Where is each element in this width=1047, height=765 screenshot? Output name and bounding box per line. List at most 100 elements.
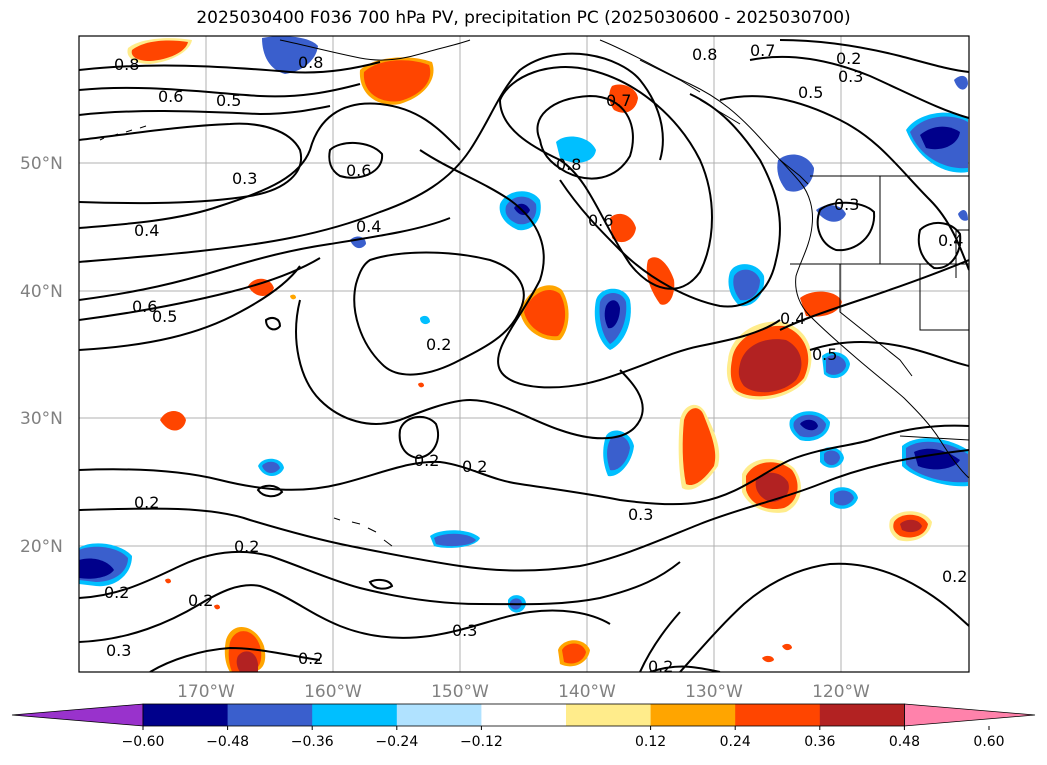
precip-blob-positive	[900, 519, 922, 533]
lon-label: 160°W	[304, 682, 362, 702]
colorbar: −0.60 −0.48 −0.36 −0.24 −0.12 0.12 0.24 0.36 0.4…	[11, 703, 1036, 750]
precip-blob-positive	[682, 408, 716, 486]
contour-label: 0.6	[158, 87, 183, 106]
state-borders	[790, 175, 969, 441]
lon-label: 170°W	[177, 682, 235, 702]
colorbar-segment	[819, 704, 905, 726]
coastline-islands	[639, 59, 741, 125]
contour-label: 0.6	[346, 161, 371, 180]
pv-contour	[917, 222, 962, 270]
coastline-aleutians	[99, 125, 147, 141]
contour-label: 0.2	[234, 537, 259, 556]
precip-blob-negative	[733, 269, 760, 301]
contour-label: 0.2	[414, 451, 439, 470]
pv-contour	[256, 484, 284, 498]
pv-contour	[79, 550, 681, 606]
contour-label: 0.5	[798, 83, 823, 102]
colorbar-tick-label: 0.24	[720, 734, 751, 750]
map-border	[78, 35, 970, 673]
precip-blob-negative	[556, 136, 596, 163]
latitude-labels: 50°N 40°N 30°N 20°N	[20, 154, 63, 557]
pv-contour	[398, 415, 439, 460]
graticule	[79, 36, 969, 672]
lat-label: 50°N	[20, 154, 63, 174]
precip-blob-positive	[782, 643, 792, 651]
contour-label: 0.3	[232, 169, 257, 188]
lon-label: 130°W	[685, 682, 743, 702]
precip-blob-positive	[762, 655, 774, 663]
precip-blob-positive	[755, 472, 789, 502]
colorbar-extend-max	[904, 703, 1036, 727]
precip-blob-negative	[607, 435, 630, 471]
contour-label: 0.2	[648, 657, 673, 676]
pv-contour	[779, 259, 969, 331]
pv-contour	[719, 95, 969, 271]
border-us-mexico	[899, 435, 969, 441]
pv-contour	[809, 340, 969, 367]
precip-blob-negative	[834, 490, 854, 506]
colorbar-extend-min	[11, 703, 144, 727]
contour-label: 0.7	[750, 41, 775, 60]
coastline-hawaii	[333, 517, 393, 547]
contour-label: 0.4	[780, 309, 805, 328]
pv-contour	[79, 83, 361, 98]
pv-contour	[816, 201, 876, 252]
lon-label: 140°W	[558, 682, 616, 702]
contour-label: 0.8	[556, 155, 581, 174]
precip-blob-positive	[290, 294, 296, 300]
precip-blob-positive	[418, 382, 424, 388]
colorbar-tick-label: −0.36	[291, 734, 334, 750]
border-state	[839, 264, 913, 377]
precip-blob-positive	[738, 339, 802, 393]
pv-contour	[79, 61, 381, 74]
precip-blob-positive	[562, 643, 586, 664]
precip-blob-positive	[363, 60, 431, 102]
colorbar-segment	[396, 704, 482, 726]
colorbar-tick-label: −0.60	[122, 734, 165, 750]
contour-label: 0.6	[132, 297, 157, 316]
longitude-labels: 170°W 160°W 150°W 140°W 130°W 120°W	[177, 682, 870, 702]
pv-contour	[79, 265, 301, 351]
colorbar-tick-label: −0.48	[206, 734, 249, 750]
pv-contour	[353, 251, 525, 376]
contour-label: 0.3	[452, 621, 477, 640]
contour-label: 0.5	[152, 307, 177, 326]
contour-label: 0.3	[628, 505, 653, 524]
pv-contour	[749, 55, 969, 119]
precip-blob-negative	[262, 461, 280, 473]
precip-blob-negative	[826, 355, 846, 375]
pv-contour	[559, 93, 782, 308]
precip-blob-negative	[954, 75, 968, 90]
precip-blob-negative	[434, 533, 476, 547]
contour-labels: 0.8 0.8 0.6 0.5 0.3 0.4 0.6 0.5 0.6 0.4 …	[104, 41, 967, 676]
contour-label: 0.4	[356, 217, 381, 236]
pv-contours	[79, 39, 969, 672]
pv-contour	[679, 562, 969, 672]
contour-label: 0.2	[104, 583, 129, 602]
precip-blob-positive	[165, 578, 171, 584]
contour-label: 0.8	[298, 53, 323, 72]
coastlines	[99, 39, 969, 547]
precip-blob-negative	[420, 315, 430, 325]
precip-blob-positive	[610, 213, 636, 243]
colorbar-segment	[312, 704, 398, 726]
pv-contour	[264, 317, 282, 331]
contour-label: 0.6	[588, 211, 613, 230]
precip-blob-negative	[800, 419, 818, 431]
contour-label: 0.2	[298, 649, 323, 668]
pv-contour	[79, 449, 969, 572]
colorbar-tick-label: 0.60	[973, 734, 1004, 750]
pv-contour	[79, 105, 331, 116]
precip-shading	[79, 36, 968, 672]
colorbar-tick-label: −0.24	[375, 734, 418, 750]
pv-contour	[79, 102, 461, 229]
precip-blob-negative	[79, 558, 114, 579]
precip-blob-positive	[248, 278, 274, 296]
precip-blob-positive	[524, 290, 566, 337]
pv-contour	[779, 39, 969, 73]
contour-label: 0.4	[134, 221, 159, 240]
figure-title: 2025030400 F036 700 hPa PV, precipitatio…	[196, 8, 851, 28]
contour-label: 0.3	[834, 195, 859, 214]
contour-label: 0.5	[812, 345, 837, 364]
